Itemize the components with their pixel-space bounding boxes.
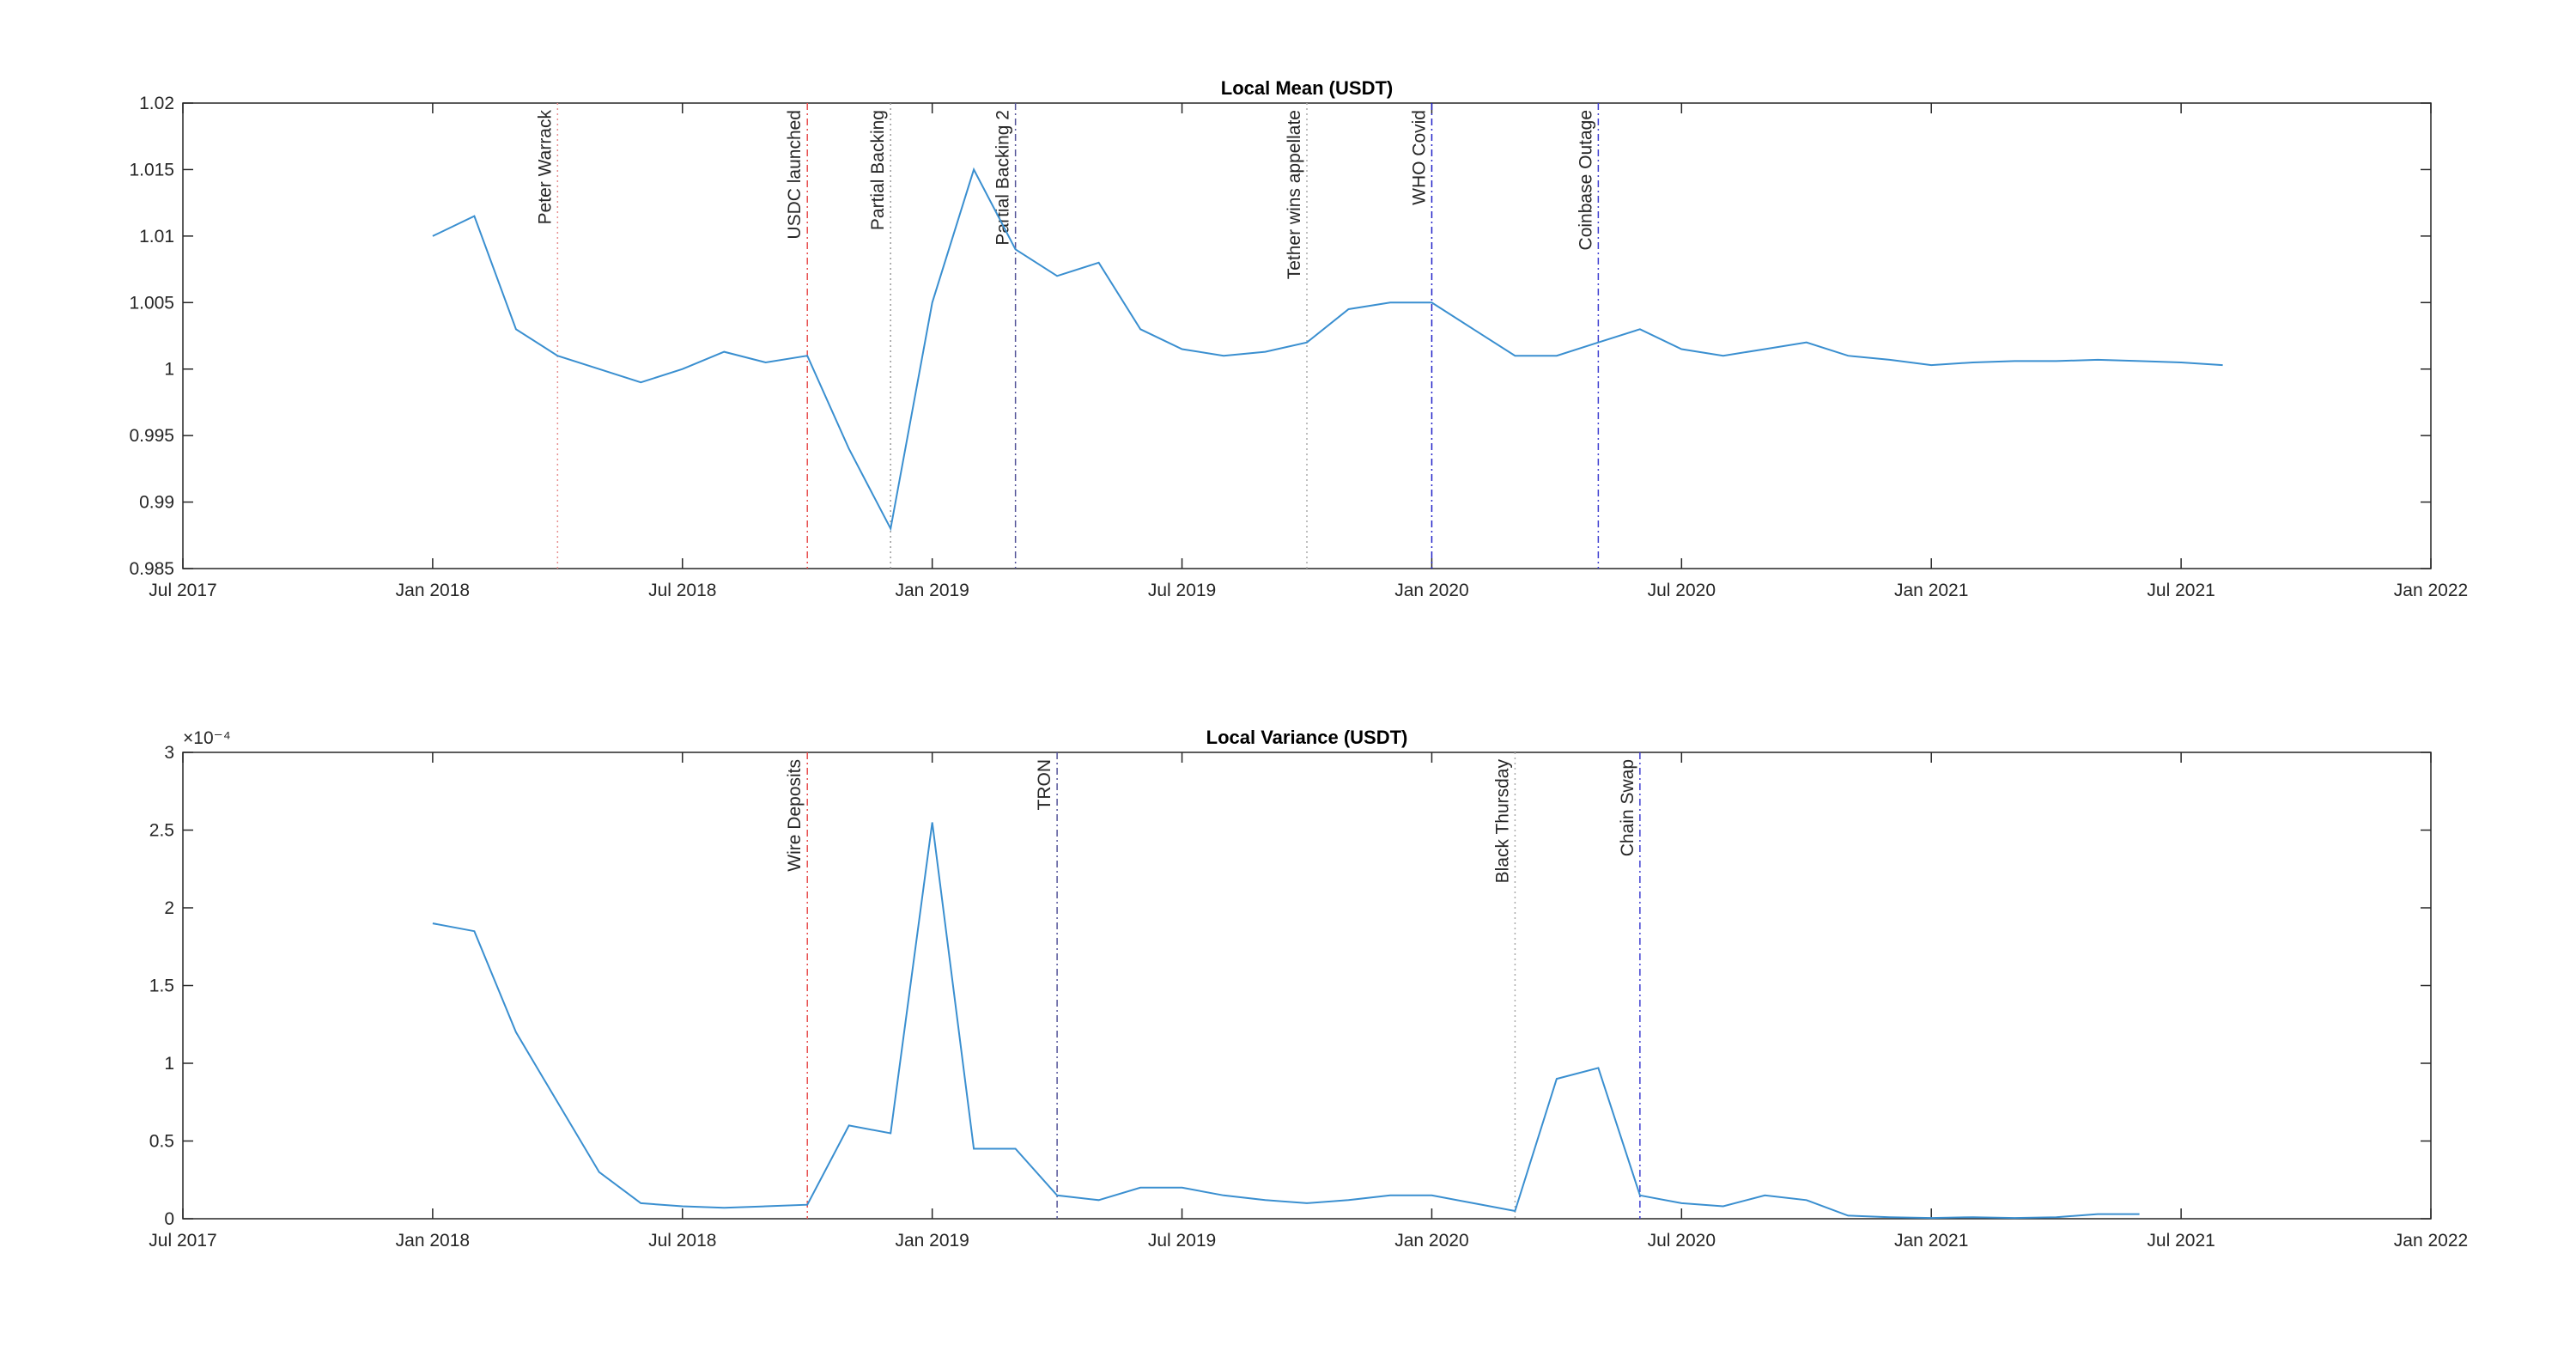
x-tick-label: Jan 2022 xyxy=(2394,1231,2468,1251)
y-tick-label: 0 xyxy=(164,1209,174,1229)
chart-title: Local Variance (USDT) xyxy=(1206,727,1408,748)
x-tick-label: Jan 2022 xyxy=(2394,581,2468,600)
chart-title: Local Mean (USDT) xyxy=(1221,77,1393,99)
event-label: Partial Backing 2 xyxy=(993,110,1013,246)
x-tick-label: Jul 2019 xyxy=(1148,1231,1216,1251)
x-tick-label: Jul 2017 xyxy=(149,1231,216,1251)
event-label: TRON xyxy=(1035,759,1054,811)
event-label: Wire Deposits xyxy=(785,759,805,872)
y-tick-label: 0.985 xyxy=(129,559,174,579)
x-tick-label: Jul 2021 xyxy=(2147,581,2215,600)
x-tick-label: Jan 2019 xyxy=(895,1231,969,1251)
axes-box xyxy=(182,752,2432,1220)
event-label: USDC launched xyxy=(785,110,805,240)
y-tick-label: 0.995 xyxy=(129,426,174,446)
x-tick-label: Jan 2020 xyxy=(1394,1231,1468,1251)
y-tick-label: 1.005 xyxy=(129,293,174,313)
x-tick-label: Jan 2019 xyxy=(895,581,969,600)
x-tick-label: Jul 2021 xyxy=(2147,1231,2215,1251)
event-label: Peter Warrack xyxy=(535,110,555,225)
x-tick-label: Jul 2018 xyxy=(648,581,716,600)
x-tick-label: Jan 2020 xyxy=(1394,581,1468,600)
y-tick-label: 2 xyxy=(164,898,174,918)
x-tick-label: Jan 2018 xyxy=(396,1231,470,1251)
y-tick-label: 0.99 xyxy=(139,493,174,513)
x-tick-label: Jul 2019 xyxy=(1148,581,1216,600)
x-tick-label: Jul 2020 xyxy=(1648,1231,1716,1251)
x-tick-label: Jul 2018 xyxy=(648,1231,716,1251)
event-label: Tether wins appellate xyxy=(1285,110,1304,279)
y-tick-label: 3 xyxy=(164,743,174,763)
y-tick-label: 1 xyxy=(164,1054,174,1074)
event-label: Black Thursday xyxy=(1492,759,1512,884)
y-tick-label: 1.01 xyxy=(139,227,174,246)
y-tick-label: 1.02 xyxy=(139,94,174,113)
y-tick-label: 0.5 xyxy=(149,1132,174,1152)
y-exponent: ×10⁻⁴ xyxy=(183,728,231,748)
x-tick-label: Jan 2021 xyxy=(1894,581,1968,600)
data-line xyxy=(432,822,2140,1220)
x-tick-label: Jul 2017 xyxy=(149,581,216,600)
event-label: Partial Backing xyxy=(868,110,888,230)
y-tick-label: 1 xyxy=(164,360,174,380)
x-tick-label: Jul 2020 xyxy=(1648,581,1716,600)
y-tick-label: 1.015 xyxy=(129,160,174,180)
y-tick-label: 1.5 xyxy=(149,977,174,996)
data-line xyxy=(432,167,2223,532)
event-label: Chain Swap xyxy=(1618,759,1637,856)
x-tick-label: Jan 2021 xyxy=(1894,1231,1968,1251)
event-label: Coinbase Outage xyxy=(1576,110,1595,250)
y-tick-label: 2.5 xyxy=(149,821,174,841)
event-label: WHO Covid xyxy=(1409,110,1429,205)
x-tick-label: Jan 2018 xyxy=(396,581,470,600)
